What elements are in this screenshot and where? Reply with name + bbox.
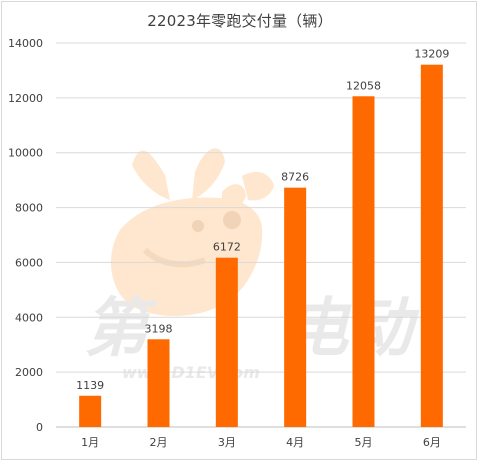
bar xyxy=(420,64,443,428)
y-tick-label: 8000 xyxy=(15,202,43,215)
data-label: 3198 xyxy=(145,322,173,335)
watermark-left-text: 第 xyxy=(84,292,158,366)
x-tick-label: 2月 xyxy=(150,436,168,449)
x-tick-label: 4月 xyxy=(286,436,304,449)
y-tick-label: 10000 xyxy=(8,147,43,160)
x-tick-label: 5月 xyxy=(355,436,373,449)
mascot-watermark xyxy=(110,148,274,317)
x-tick-label: 1月 xyxy=(81,436,99,449)
data-label: 12058 xyxy=(346,79,381,92)
y-tick-label: 12000 xyxy=(8,92,43,105)
bar xyxy=(79,395,102,427)
y-tick-label: 0 xyxy=(36,421,43,434)
y-tick-label: 14000 xyxy=(8,37,43,50)
x-tick-label: 6月 xyxy=(423,436,441,449)
y-tick-label: 4000 xyxy=(15,311,43,324)
data-label: 1139 xyxy=(76,379,104,392)
y-tick-label: 2000 xyxy=(15,366,43,379)
data-label: 6172 xyxy=(213,241,241,254)
bar xyxy=(215,257,238,427)
y-tick-label: 6000 xyxy=(15,256,43,269)
bar xyxy=(352,96,375,427)
watermark-right-text: 电动 xyxy=(284,292,420,366)
bar xyxy=(284,187,307,427)
chart-title: 22023年零跑交付量（辆） xyxy=(147,12,333,30)
plot-area: 0 2000 4000 6000 8000 10000 12000 14000 1139 1月 31… xyxy=(8,37,466,449)
bar xyxy=(147,339,170,427)
x-tick-label: 3月 xyxy=(218,436,236,449)
data-label: 13209 xyxy=(414,48,449,61)
data-label: 8726 xyxy=(281,171,309,184)
